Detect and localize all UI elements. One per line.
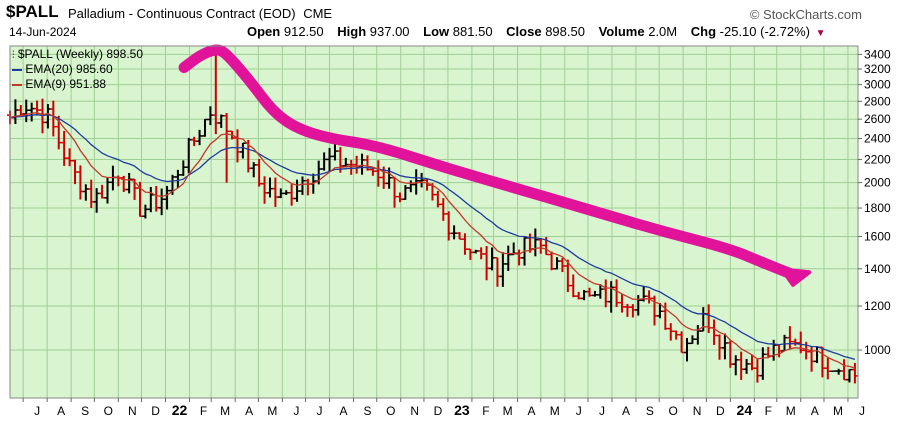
x-tick-label: 22 — [172, 402, 188, 418]
x-tick-label: A — [622, 404, 630, 418]
chart-description: Palladium - Continuous Contract (EOD) CM… — [68, 6, 332, 21]
x-tick-label: O — [668, 404, 677, 418]
y-tick-label: 1200 — [864, 299, 891, 313]
y-tick-label: 1600 — [864, 229, 891, 243]
y-tick-label: 2200 — [864, 153, 891, 167]
x-tick-label: J — [859, 404, 865, 418]
x-tick-label: S — [646, 404, 654, 418]
change-stat: Chg -25.10 (-2.72%) — [691, 24, 810, 39]
y-tick-label: 3200 — [864, 62, 891, 76]
y-tick-label: 2000 — [864, 176, 891, 190]
price-bar — [851, 362, 858, 384]
low-value: 881.50 — [452, 24, 493, 39]
y-tick-label: 2400 — [864, 132, 891, 146]
legend-item-ema20: EMA(20) 985.60 — [12, 62, 143, 77]
x-tick-label: A — [811, 404, 819, 418]
x-tick-label: M — [267, 404, 277, 418]
volume-value: 2.0M — [648, 24, 678, 39]
brand-link[interactable]: © StockCharts.com — [749, 7, 862, 22]
y-tick-label: 3000 — [864, 78, 891, 92]
x-tick-label: F — [482, 404, 489, 418]
line-icon — [12, 83, 22, 86]
x-tick-label: A — [340, 404, 348, 418]
x-tick-label: J — [599, 404, 605, 418]
x-tick-label: N — [128, 404, 137, 418]
annotation-arrowhead — [780, 267, 812, 287]
legend-label-ema20: EMA(20) 985.60 — [25, 62, 113, 76]
open-stat: Open 912.50 — [247, 24, 324, 39]
open-value: 912.50 — [283, 24, 324, 39]
open-label: Open — [247, 24, 281, 39]
x-tick-label: J — [317, 404, 323, 418]
y-axis: 1000 1200 1400 1600 1800 2000 2200 2400 2600 2800… — [858, 47, 891, 357]
y-tick-label: 1800 — [864, 201, 891, 215]
x-tick-label: J — [34, 404, 40, 418]
volume-stat: Volume 2.0M — [599, 24, 678, 39]
x-tick-label: M — [786, 404, 796, 418]
low-stat: Low 881.50 — [423, 24, 492, 39]
legend-item-ema9: EMA(9) 951.88 — [12, 77, 143, 92]
high-stat: High 937.00 — [337, 24, 409, 39]
volume-label: Volume — [598, 24, 645, 39]
x-tick-label: M — [220, 404, 230, 418]
annotation-arrow — [178, 44, 797, 280]
x-tick-label: S — [364, 404, 372, 418]
plot-border — [9, 45, 859, 399]
chart-date: 14-Jun-2024 — [9, 25, 77, 39]
y-tick-label: 2600 — [864, 112, 891, 126]
x-tick-label: D — [151, 404, 160, 418]
change-value: -25.10 (-2.72%) — [719, 24, 810, 39]
x-tick-label: F — [765, 404, 772, 418]
y-tick-label: 2800 — [864, 94, 891, 108]
x-tick-label: D — [434, 404, 443, 418]
plot-area — [10, 46, 858, 398]
ohlc-bar-icon: ⫶ — [12, 50, 15, 61]
x-tick-label: J — [293, 404, 299, 418]
y-tick-label: 1000 — [864, 343, 891, 357]
y-tick-label: 3400 — [864, 47, 891, 61]
x-tick-label: O — [386, 404, 395, 418]
ohlc-summary: Open 912.50 High 937.00 Low 881.50 Close… — [247, 24, 836, 39]
legend-label-ema9: EMA(9) 951.88 — [25, 77, 107, 91]
close-value: 898.50 — [545, 24, 585, 39]
x-tick-label: N — [410, 404, 419, 418]
ema20-line — [9, 114, 856, 361]
down-arrow-icon: ▼ — [815, 28, 826, 39]
change-label: Chg — [690, 24, 717, 39]
line-icon — [12, 68, 22, 71]
chart-legend: ⫶ $PALL (Weekly) 898.50 EMA(20) 985.60 E… — [12, 47, 143, 92]
ema9-line — [9, 112, 856, 369]
legend-label-price: $PALL (Weekly) 898.50 — [17, 47, 144, 61]
x-tick-label: A — [245, 404, 253, 418]
x-tick-label: N — [693, 404, 702, 418]
exchange-text: CME — [303, 6, 333, 21]
x-tick-label: 24 — [737, 402, 753, 418]
x-tick-label: M — [833, 404, 843, 418]
y-tick-label: 1400 — [864, 262, 891, 276]
x-tick-label: M — [503, 404, 513, 418]
low-label: Low — [423, 24, 450, 39]
x-tick-label: A — [57, 404, 65, 418]
high-label: High — [337, 24, 367, 39]
description-text: Palladium - Continuous Contract (EOD) — [68, 6, 296, 21]
x-axis: J A S O N D 22 F M A M J J A S O N D 23 F M A M J J A S O N D 24 F M A M J — [22, 398, 865, 418]
high-value: 937.00 — [369, 24, 410, 39]
x-tick-label: M — [550, 404, 560, 418]
x-tick-label: A — [528, 404, 536, 418]
close-stat: Close 898.50 — [506, 24, 585, 39]
x-tick-label: S — [81, 404, 89, 418]
x-tick-label: O — [104, 404, 113, 418]
x-tick-label: D — [716, 404, 725, 418]
chart-symbol: $PALL — [6, 2, 59, 21]
x-tick-label: J — [576, 404, 582, 418]
x-tick-label: 23 — [454, 402, 470, 418]
x-tick-label: F — [200, 404, 207, 418]
close-label: Close — [506, 24, 542, 39]
legend-item-price: ⫶ $PALL (Weekly) 898.50 — [12, 47, 143, 62]
